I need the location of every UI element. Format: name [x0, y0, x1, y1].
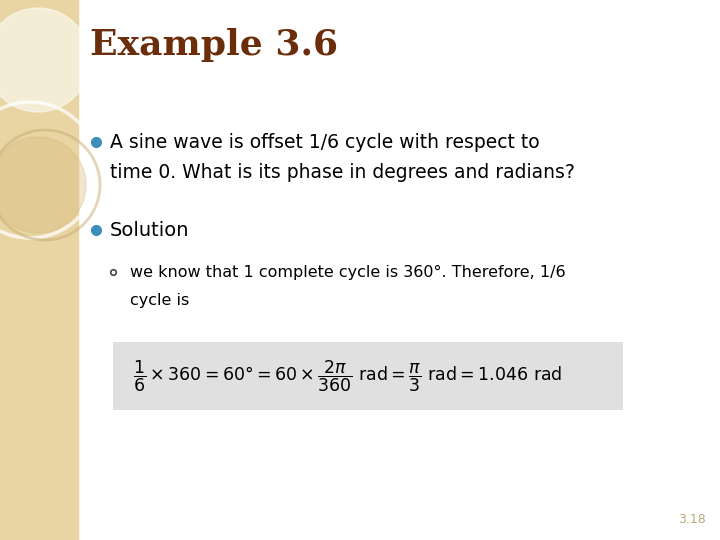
- Text: A sine wave is offset 1/6 cycle with respect to: A sine wave is offset 1/6 cycle with res…: [109, 132, 539, 152]
- Circle shape: [0, 8, 90, 112]
- Text: $\dfrac{1}{6} \times 360 = 60° = 60 \times \dfrac{2\pi}{360}\ \mathrm{rad} = \df: $\dfrac{1}{6} \times 360 = 60° = 60 \tim…: [132, 358, 562, 394]
- Text: cycle is: cycle is: [130, 293, 189, 307]
- Text: time 0. What is its phase in degrees and radians?: time 0. What is its phase in degrees and…: [109, 163, 575, 181]
- Text: Solution: Solution: [109, 220, 189, 240]
- Bar: [0, 0, 78, 540]
- Text: Example 3.6: Example 3.6: [90, 28, 338, 62]
- Circle shape: [0, 137, 86, 233]
- Bar: [113, 342, 623, 410]
- Text: 3.18: 3.18: [678, 513, 706, 526]
- Text: we know that 1 complete cycle is 360°. Therefore, 1/6: we know that 1 complete cycle is 360°. T…: [130, 265, 565, 280]
